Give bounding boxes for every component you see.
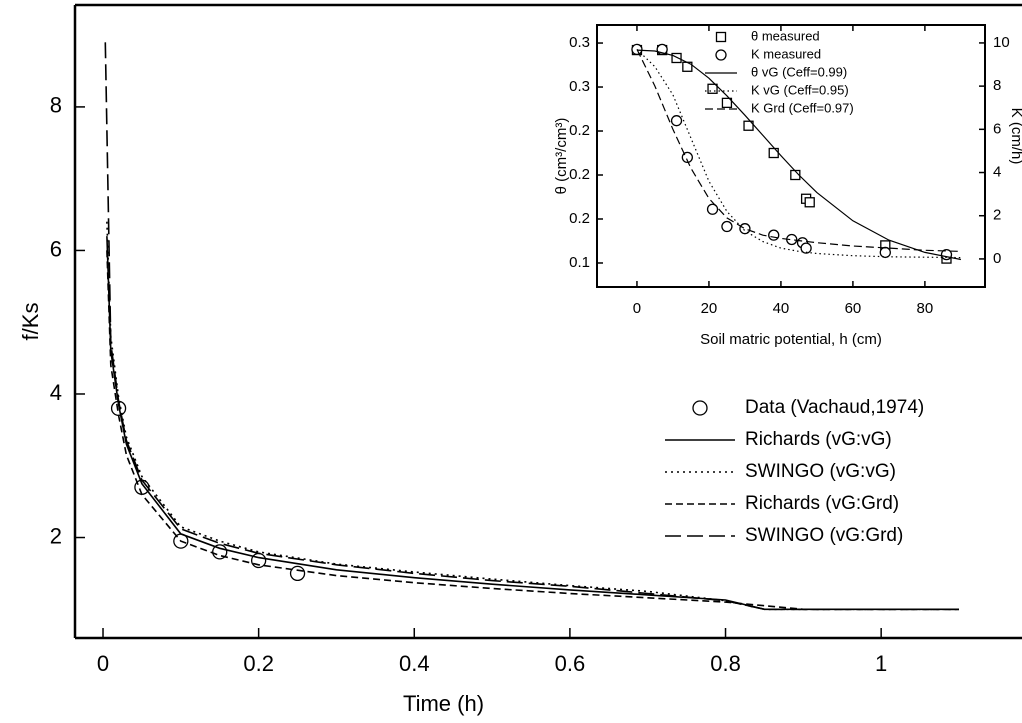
marker [289, 565, 306, 582]
plot-area [104, 42, 959, 611]
marker [706, 203, 719, 215]
legend-label: SWINGO (vG:Grd) [745, 525, 903, 546]
y2-tick-label: 2 [993, 207, 1001, 224]
series-line [106, 250, 959, 611]
marker [670, 115, 683, 127]
marker [804, 197, 815, 208]
series-line [636, 49, 961, 252]
legend-marker [692, 400, 708, 416]
series-line [106, 221, 959, 611]
legend-label: K Grd (Ceff=0.97) [751, 100, 854, 115]
marker [671, 52, 682, 64]
marker [739, 223, 751, 235]
series-line [636, 49, 962, 261]
x-tick-label: 80 [917, 300, 934, 317]
marker [631, 43, 643, 56]
y2-tick-label: 0 [993, 250, 1001, 267]
x-axis-label: Soil matric potential, h (cm) [700, 331, 882, 348]
x-tick-label: 1 [875, 651, 887, 676]
plot-area [631, 43, 962, 264]
y2-tick-label: 4 [993, 163, 1001, 180]
y-tick-label: 4 [50, 380, 62, 405]
legend-label: K vG (Ceff=0.95) [751, 82, 849, 97]
inset-frame [596, 24, 986, 288]
legend-marker [715, 49, 727, 61]
x-tick-label: 0.6 [555, 651, 586, 676]
x-tick-label: 0 [633, 300, 641, 317]
marker [768, 229, 780, 241]
y-tick-label: 0.2 [569, 122, 590, 139]
marker [879, 246, 891, 259]
y-tick-label: 0.3 [569, 34, 590, 51]
legend-label: Richards (vG:Grd) [745, 493, 899, 514]
legend-marker [715, 31, 727, 43]
y-tick-label: 6 [50, 236, 62, 261]
y-axis-label: θ (cm³/cm³) [553, 118, 570, 195]
y-tick-label: 0.2 [569, 166, 590, 183]
marker [707, 83, 718, 94]
y-tick-label: 0.3 [569, 78, 590, 95]
legend-label: θ vG (Ceff=0.99) [751, 64, 847, 79]
legend-label: Richards (vG:vG) [745, 429, 892, 450]
x-tick-label: 60 [845, 300, 862, 317]
y2-tick-label: 6 [993, 120, 1001, 137]
series-line [636, 48, 961, 259]
y-tick-label: 2 [50, 523, 62, 548]
x-tick-label: 40 [773, 300, 790, 317]
marker [721, 220, 733, 233]
marker [721, 97, 733, 109]
x-tick-label: 0.2 [243, 651, 274, 676]
legend-label: θ measured [751, 28, 820, 43]
series-line [106, 236, 959, 611]
marker [743, 120, 754, 131]
legend-label: K measured [751, 46, 821, 61]
y-tick-label: 0.2 [569, 210, 590, 227]
legend-label: Data (Vachaud,1974) [745, 397, 924, 418]
marker [768, 147, 779, 159]
series-line [104, 42, 959, 611]
x-axis-label: Time (h) [403, 691, 484, 716]
x-tick-label: 0 [97, 651, 109, 676]
marker [800, 242, 812, 254]
y-tick-label: 0.1 [569, 254, 590, 271]
y2-tick-label: 8 [993, 77, 1001, 94]
y2-tick-label: 10 [993, 34, 1010, 51]
y-tick-label: 8 [50, 93, 62, 118]
x-tick-label: 0.8 [710, 651, 741, 676]
legend-label: SWINGO (vG:vG) [745, 461, 896, 482]
x-tick-label: 20 [701, 300, 718, 317]
y2-axis-label: K (cm/h) [1008, 108, 1022, 165]
x-tick-label: 0.4 [399, 651, 430, 676]
y-axis-label: f/Ks [18, 303, 43, 341]
